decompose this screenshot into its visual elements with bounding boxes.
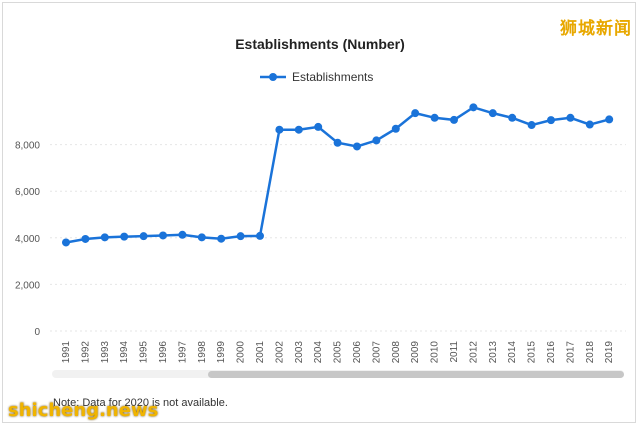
horizontal-scrollbar-thumb[interactable] (208, 371, 624, 378)
data-point[interactable] (81, 234, 90, 243)
data-point[interactable] (120, 232, 129, 241)
x-tick-label: 1992 (80, 341, 91, 364)
x-tick-label: 2019 (604, 341, 615, 364)
series-line-establishments (65, 105, 610, 244)
y-tick-label: 4,000 (15, 234, 40, 245)
x-tick-label: 1994 (119, 341, 130, 364)
data-point[interactable] (605, 115, 614, 124)
x-tick-label: 2000 (236, 341, 247, 364)
x-tick-label: 1996 (158, 341, 169, 364)
data-point[interactable] (197, 233, 206, 242)
data-point[interactable] (178, 230, 187, 239)
data-point[interactable] (256, 231, 264, 240)
data-point[interactable] (488, 109, 497, 118)
x-tick-label: 2006 (352, 341, 363, 364)
data-point[interactable] (547, 116, 555, 125)
x-tick-label: 1995 (139, 341, 150, 364)
chart-frame (2, 2, 636, 423)
x-tick-label: 2009 (410, 341, 421, 364)
data-point[interactable] (391, 124, 400, 133)
data-point[interactable] (372, 136, 381, 145)
x-tick-label: 2008 (391, 341, 402, 364)
legend-marker (269, 73, 277, 81)
data-point[interactable] (100, 233, 109, 242)
footnote: Note: Data for 2020 is not available. (53, 397, 228, 409)
chart-title: Establishments (Number) (235, 36, 405, 52)
data-point[interactable] (314, 122, 323, 131)
data-point[interactable] (236, 232, 245, 241)
x-tick-label: 2014 (507, 341, 518, 364)
data-point[interactable] (430, 113, 439, 122)
x-tick-label: 1998 (197, 341, 208, 364)
x-tick-label: 2013 (488, 341, 499, 364)
x-tick-label: 2010 (430, 341, 441, 364)
data-point[interactable] (566, 113, 575, 122)
y-tick-label: 0 (34, 327, 40, 338)
x-tick-label: 2016 (546, 341, 557, 364)
data-point[interactable] (333, 138, 342, 147)
x-tick-label: 1991 (61, 341, 72, 364)
x-tick-label: 2003 (294, 341, 305, 364)
data-point[interactable] (585, 120, 594, 129)
legend-label: Establishments (292, 70, 373, 84)
data-point[interactable] (62, 238, 70, 247)
y-tick-label: 2,000 (15, 280, 40, 291)
data-point[interactable] (294, 125, 303, 134)
y-tick-label: 8,000 (15, 141, 40, 152)
x-tick-label: 2011 (449, 341, 460, 363)
x-tick-label: 2012 (468, 341, 479, 364)
x-tick-label: 1999 (216, 341, 227, 364)
data-point[interactable] (411, 109, 420, 118)
x-tick-label: 2005 (333, 341, 344, 364)
x-tick-label: 2007 (371, 341, 382, 364)
legend: Establishments (260, 70, 373, 84)
y-tick-label: 6,000 (15, 187, 40, 198)
data-point[interactable] (159, 231, 167, 240)
data-point[interactable] (353, 142, 361, 151)
x-tick-label: 2017 (565, 341, 576, 364)
x-tick-label: 1997 (177, 341, 188, 364)
data-point[interactable] (217, 234, 226, 243)
x-tick-label: 1993 (100, 341, 111, 364)
data-point[interactable] (508, 113, 517, 122)
data-point[interactable] (275, 125, 284, 134)
x-tick-label: 2004 (313, 341, 324, 364)
data-point[interactable] (450, 115, 458, 124)
x-tick-label: 2002 (274, 341, 285, 364)
data-point[interactable] (139, 232, 148, 241)
data-point[interactable] (469, 103, 478, 112)
x-tick-label: 2001 (255, 341, 266, 364)
x-tick-label: 2018 (585, 341, 596, 364)
watermark-site: shicheng.news (8, 400, 159, 421)
data-point[interactable] (527, 121, 536, 130)
watermark-chinese: 狮城新闻 (560, 19, 632, 39)
x-tick-label: 2015 (527, 341, 538, 364)
